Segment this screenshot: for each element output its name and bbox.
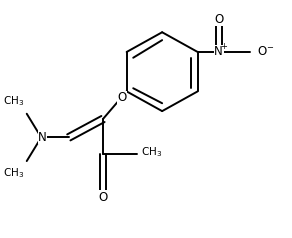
Text: O: O bbox=[98, 191, 108, 204]
Text: CH$_3$: CH$_3$ bbox=[4, 166, 25, 180]
Text: N: N bbox=[38, 131, 47, 144]
Text: CH$_3$: CH$_3$ bbox=[141, 145, 162, 159]
Text: N: N bbox=[214, 45, 223, 59]
Text: O$^{-}$: O$^{-}$ bbox=[257, 45, 274, 59]
Text: CH$_3$: CH$_3$ bbox=[4, 95, 25, 109]
Text: O: O bbox=[117, 91, 126, 104]
Text: O: O bbox=[214, 13, 223, 26]
Text: +: + bbox=[220, 42, 227, 51]
